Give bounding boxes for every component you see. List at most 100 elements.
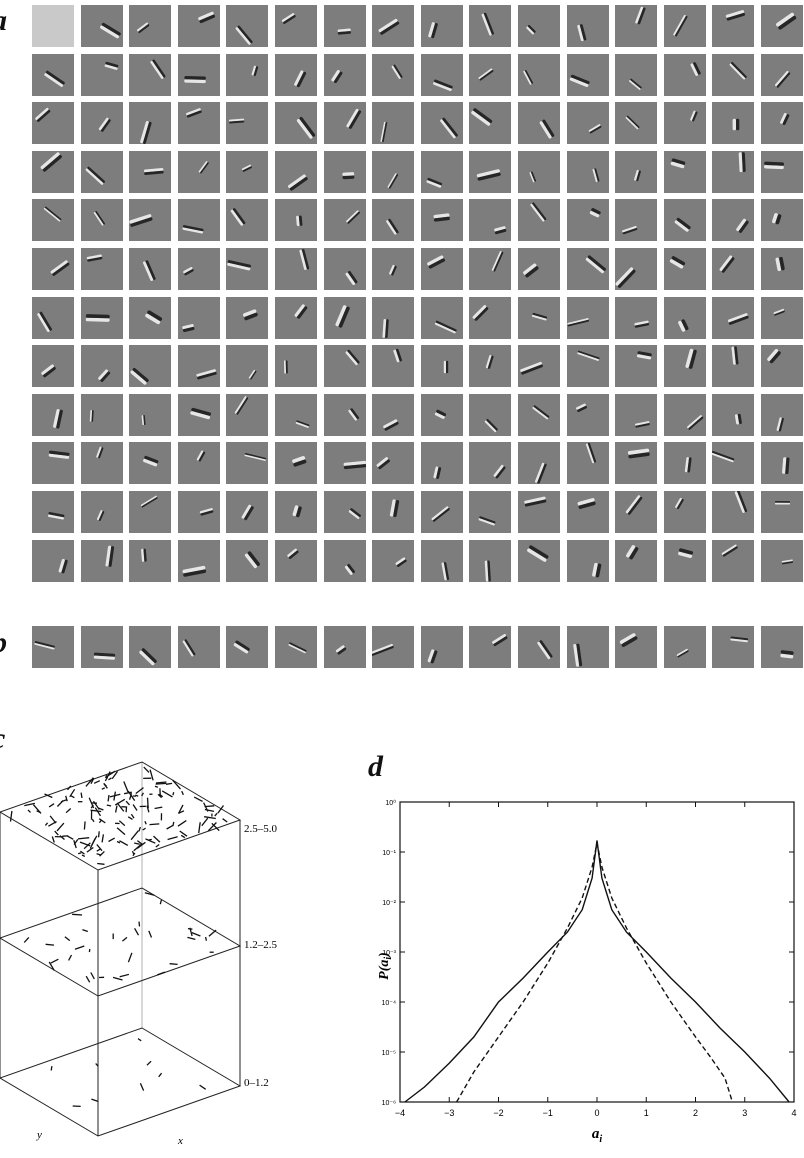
orientation-segment	[75, 946, 84, 949]
basis-patch	[129, 491, 171, 533]
basis-patch	[226, 199, 268, 241]
orientation-segment	[57, 823, 64, 831]
dashed-density-line	[457, 843, 733, 1102]
orientation-segment	[124, 792, 132, 794]
basis-patch	[129, 151, 171, 193]
basis-patch	[712, 5, 754, 47]
basis-patch	[421, 54, 463, 96]
orientation-segment	[116, 806, 117, 813]
orientation-segment	[65, 937, 70, 941]
orientation-segment	[100, 851, 105, 856]
orientation-segment	[78, 853, 81, 854]
basis-patch	[81, 102, 123, 144]
basis-patch	[81, 345, 123, 387]
basis-patch	[761, 199, 803, 241]
orientation-segment	[167, 825, 173, 829]
basis-patch	[761, 540, 803, 582]
layered-cube-diagram: 2.5–5.0 1.2–2.5 0–1.2 y x	[0, 750, 340, 1153]
orientation-segment	[168, 837, 178, 840]
basis-patch	[421, 345, 463, 387]
orientation-segment	[131, 831, 138, 840]
basis-patch	[324, 248, 366, 290]
basis-patch-b	[372, 626, 414, 668]
orientation-segment	[126, 801, 129, 805]
orientation-segment	[49, 804, 54, 807]
basis-patch	[615, 199, 657, 241]
basis-patch	[469, 248, 511, 290]
basis-patch	[178, 297, 220, 339]
basis-patch	[324, 297, 366, 339]
orientation-segment	[24, 937, 29, 942]
basis-patch	[518, 345, 560, 387]
basis-patch	[32, 540, 74, 582]
basis-patch	[32, 345, 74, 387]
basis-patch	[324, 540, 366, 582]
basis-patch	[226, 442, 268, 484]
x-tick-label: −2	[493, 1108, 503, 1118]
x-axis-label: ai	[592, 1126, 603, 1145]
basis-patch	[81, 297, 123, 339]
basis-patch	[81, 54, 123, 96]
basis-patch-b	[518, 626, 560, 668]
basis-patch	[324, 5, 366, 47]
basis-patch	[372, 394, 414, 436]
basis-patch	[567, 442, 609, 484]
orientation-segment	[182, 791, 184, 795]
basis-patch	[664, 491, 706, 533]
x-tick-label: −3	[444, 1108, 454, 1118]
basis-patch	[32, 442, 74, 484]
basis-patch	[664, 442, 706, 484]
basis-patch	[567, 102, 609, 144]
basis-patch	[712, 151, 754, 193]
orientation-segment	[82, 855, 85, 856]
orientation-segment	[187, 937, 195, 939]
basis-patch	[324, 442, 366, 484]
orientation-segment	[204, 817, 216, 819]
orientation-segment	[180, 831, 187, 836]
basis-patch	[469, 54, 511, 96]
basis-patch	[664, 199, 706, 241]
basis-patch	[129, 442, 171, 484]
orientation-segment	[135, 928, 139, 935]
basis-patch	[712, 297, 754, 339]
basis-patch	[372, 540, 414, 582]
basis-patch	[615, 394, 657, 436]
basis-patch	[761, 297, 803, 339]
basis-patch	[518, 54, 560, 96]
orientation-segment	[71, 796, 75, 798]
basis-patch	[421, 442, 463, 484]
orientation-segment	[108, 795, 109, 801]
orientation-segment	[33, 805, 41, 814]
basis-patch	[761, 491, 803, 533]
basis-patch	[761, 5, 803, 47]
basis-patch	[178, 540, 220, 582]
orientation-segment	[159, 1073, 162, 1077]
basis-patch	[81, 540, 123, 582]
basis-patch	[712, 54, 754, 96]
basis-patch	[275, 5, 317, 47]
basis-patch	[615, 5, 657, 47]
orientation-segment	[102, 788, 105, 790]
orientation-segment	[131, 814, 134, 818]
basis-patch-b	[761, 626, 803, 668]
orientation-segment	[143, 828, 146, 830]
basis-patch	[129, 248, 171, 290]
basis-patch	[32, 297, 74, 339]
basis-patch	[129, 394, 171, 436]
basis-patch	[664, 248, 706, 290]
basis-patch	[226, 297, 268, 339]
basis-patch	[129, 102, 171, 144]
orientation-segment	[122, 937, 127, 941]
basis-patch	[421, 199, 463, 241]
basis-patch	[32, 151, 74, 193]
basis-patch	[469, 5, 511, 47]
orientation-segment	[52, 837, 54, 843]
orientation-segment	[173, 822, 174, 826]
orientation-segment	[170, 964, 178, 965]
orientation-segment	[109, 838, 115, 841]
orientation-segment	[147, 1061, 151, 1065]
basis-patch	[324, 102, 366, 144]
basis-patch-b	[129, 626, 171, 668]
basis-patch	[324, 151, 366, 193]
basis-patch	[518, 491, 560, 533]
